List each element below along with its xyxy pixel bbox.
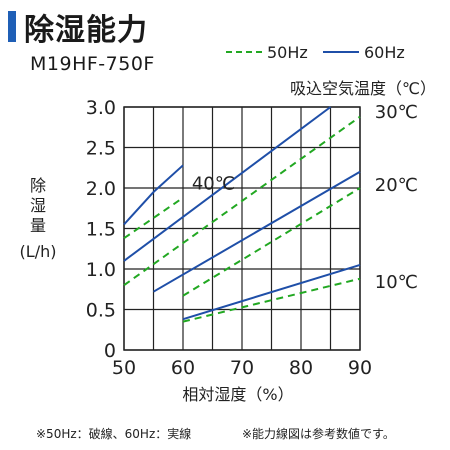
model-number: M19HF-750F [30, 53, 155, 75]
y-tick-label: 0 [104, 340, 116, 362]
footnote-line-style: ※50Hz：破線、60Hz：実線 [36, 427, 192, 441]
series-line-60hz [152, 164, 184, 193]
series-line-50hz [123, 115, 361, 287]
legend-60hz-label: 60Hz [364, 43, 405, 62]
y-axis-label-char: 量 [30, 216, 46, 235]
series-label: 20℃ [375, 175, 418, 196]
tick-labels: 50 60 70 80 90 0 0.5 1.0 1.5 2.0 2.5 3.0 [86, 97, 372, 379]
series-line-50hz [182, 187, 361, 297]
title-accent-bar [8, 11, 16, 42]
series-lines [123, 106, 361, 323]
series-line-50hz [182, 277, 361, 323]
y-tick-label: 1.0 [86, 259, 116, 281]
grid-lines [123, 106, 361, 351]
legend-solid-line [323, 51, 359, 53]
series-line-60hz [182, 263, 361, 321]
series-line-60hz [123, 191, 155, 226]
y-axis-label-char: (L/h) [20, 242, 57, 261]
y-tick-label: 2.5 [86, 138, 116, 160]
x-tick-label: 90 [348, 357, 372, 379]
legend-50hz-label: 50Hz [267, 43, 308, 62]
x-tick-label: 60 [171, 357, 195, 379]
series-line-60hz [152, 170, 361, 293]
page-title: 除湿能力 [24, 13, 148, 48]
footnote-reference: ※能力線図は参考数値です。 [242, 427, 395, 441]
y-tick-label: 1.5 [86, 219, 116, 241]
y-axis-label-char: 湿 [30, 196, 46, 215]
x-tick-label: 70 [230, 357, 254, 379]
y-tick-label: 0.5 [86, 300, 116, 322]
series-label: 30℃ [375, 102, 418, 123]
legend-dashed-line [226, 51, 262, 53]
x-tick-label: 80 [289, 357, 313, 379]
y-tick-label: 2.0 [86, 178, 116, 200]
x-axis-label: 相対湿度（%） [182, 385, 293, 404]
x-tick-label: 50 [112, 357, 136, 379]
series-label: 40℃ [192, 173, 235, 194]
temperature-group-title: 吸込空気温度（℃） [290, 79, 436, 98]
y-tick-label: 3.0 [86, 97, 116, 119]
y-axis-label-char: 除 [30, 176, 46, 195]
series-line-60hz [123, 106, 332, 262]
y-axis-label: 除湿量 (L/h) [20, 176, 57, 261]
series-label: 10℃ [375, 272, 418, 293]
series-labels: 40℃ 30℃ 20℃ 10℃ [192, 102, 418, 293]
